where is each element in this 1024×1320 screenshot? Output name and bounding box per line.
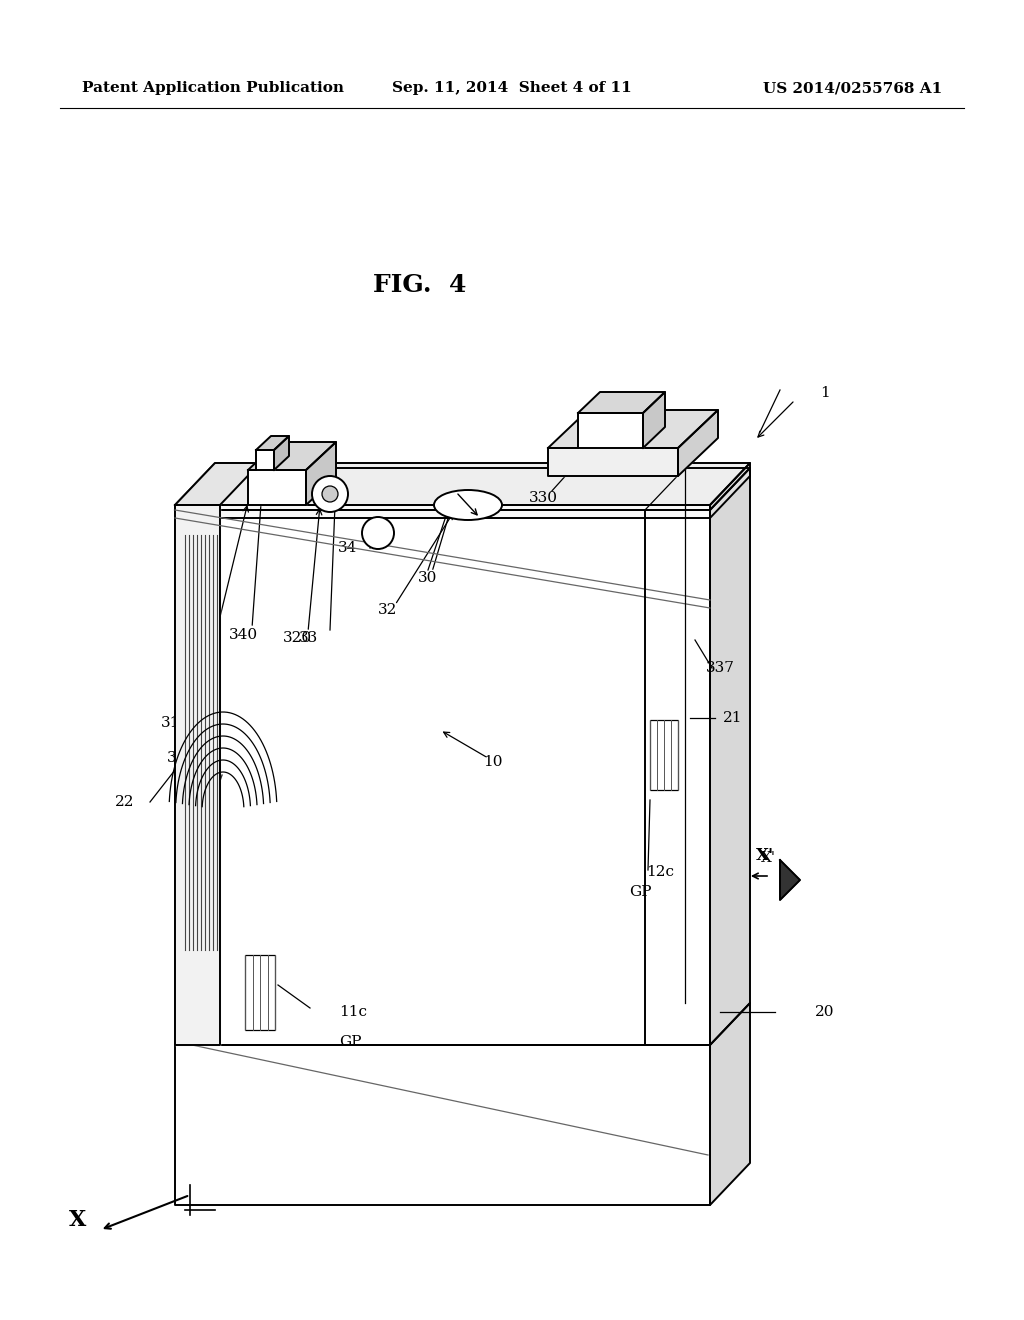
Polygon shape xyxy=(175,510,710,1045)
Polygon shape xyxy=(256,450,274,470)
Text: 350: 350 xyxy=(567,444,597,457)
Text: Patent Application Publication: Patent Application Publication xyxy=(82,81,344,95)
Text: 32: 32 xyxy=(378,603,397,616)
Text: 35: 35 xyxy=(166,751,185,766)
Ellipse shape xyxy=(434,490,502,520)
Text: 34: 34 xyxy=(338,541,357,554)
Polygon shape xyxy=(175,463,260,506)
Text: US 2014/0255768 A1: US 2014/0255768 A1 xyxy=(763,81,942,95)
Polygon shape xyxy=(248,442,336,470)
Polygon shape xyxy=(548,411,718,447)
Polygon shape xyxy=(175,506,710,517)
Polygon shape xyxy=(710,469,750,1045)
Polygon shape xyxy=(175,506,220,1045)
Text: 1: 1 xyxy=(820,385,829,400)
Text: 311: 311 xyxy=(161,715,189,730)
Text: X: X xyxy=(70,1209,87,1232)
Text: 21: 21 xyxy=(723,711,742,725)
Text: 310: 310 xyxy=(181,657,211,672)
Text: 33: 33 xyxy=(298,631,317,645)
Text: Sep. 11, 2014  Sheet 4 of 11: Sep. 11, 2014 Sheet 4 of 11 xyxy=(392,81,632,95)
Text: 340: 340 xyxy=(228,628,258,642)
Polygon shape xyxy=(175,1045,710,1205)
Text: 20: 20 xyxy=(815,1005,835,1019)
Polygon shape xyxy=(578,392,665,413)
Polygon shape xyxy=(175,463,750,506)
Polygon shape xyxy=(678,411,718,477)
Polygon shape xyxy=(175,469,750,510)
Polygon shape xyxy=(256,436,289,450)
Polygon shape xyxy=(274,436,289,470)
Polygon shape xyxy=(643,392,665,447)
Text: X': X' xyxy=(761,851,775,865)
Text: 36: 36 xyxy=(690,414,710,429)
Circle shape xyxy=(322,486,338,502)
Text: 10: 10 xyxy=(483,755,503,770)
Text: 320: 320 xyxy=(283,631,311,645)
Text: X': X' xyxy=(756,847,774,865)
Circle shape xyxy=(362,517,394,549)
Text: 12c: 12c xyxy=(646,865,674,879)
Bar xyxy=(245,954,275,1030)
Polygon shape xyxy=(578,413,643,447)
Polygon shape xyxy=(780,861,800,900)
Text: GP: GP xyxy=(339,1035,361,1049)
Circle shape xyxy=(312,477,348,512)
Text: FIG.  4: FIG. 4 xyxy=(374,273,467,297)
Text: 11c: 11c xyxy=(339,1005,367,1019)
Text: 327: 327 xyxy=(175,805,205,818)
Polygon shape xyxy=(710,1003,750,1205)
Text: 30: 30 xyxy=(419,572,437,585)
Text: 337: 337 xyxy=(706,661,734,675)
Polygon shape xyxy=(248,470,306,506)
Text: 330: 330 xyxy=(528,491,557,506)
Polygon shape xyxy=(306,442,336,506)
Bar xyxy=(650,719,678,789)
Text: GP: GP xyxy=(629,884,651,899)
Text: 22: 22 xyxy=(116,795,135,809)
Polygon shape xyxy=(548,447,678,477)
Polygon shape xyxy=(710,463,750,517)
